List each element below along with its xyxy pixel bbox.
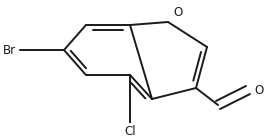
Text: Br: Br bbox=[3, 44, 16, 56]
Text: Cl: Cl bbox=[124, 125, 136, 137]
Text: O: O bbox=[173, 6, 182, 19]
Text: O: O bbox=[254, 83, 263, 96]
